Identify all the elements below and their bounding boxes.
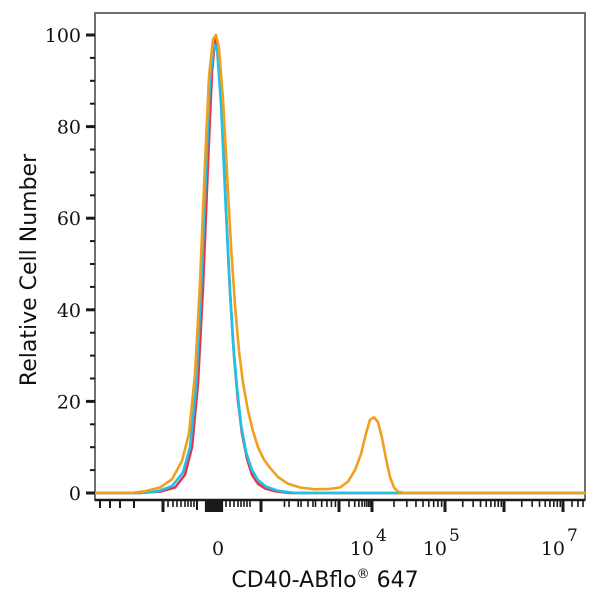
x-tick-exponent: 7 bbox=[567, 526, 578, 546]
x-axis-title: CD40-ABflo® 647 bbox=[231, 567, 418, 593]
y-tick-label: 100 bbox=[45, 25, 81, 47]
x-axis-title-tail: 647 bbox=[370, 568, 419, 593]
plot-frame bbox=[94, 12, 586, 502]
y-axis: 0 20 40 60 80 100 bbox=[45, 25, 95, 505]
y-tick-label: 80 bbox=[57, 117, 81, 139]
x-tick-label: 10 bbox=[541, 538, 565, 560]
x-tick-label: 0 bbox=[212, 538, 224, 560]
series-cyan-line bbox=[94, 42, 587, 495]
x-tick-exponent: 4 bbox=[376, 526, 387, 546]
y-tick-label: 0 bbox=[69, 483, 81, 505]
series-layer bbox=[94, 33, 587, 495]
x-tick-label: 10 bbox=[423, 538, 447, 560]
series-red-line bbox=[94, 38, 587, 495]
x-axis-title-sup: ® bbox=[357, 567, 370, 582]
y-tick-label: 60 bbox=[57, 208, 81, 230]
y-tick-label: 40 bbox=[57, 300, 81, 322]
x-tick-exponent: 5 bbox=[449, 526, 460, 546]
y-axis-title: Relative Cell Number bbox=[17, 153, 42, 386]
x-axis-title-main: CD40-ABflo bbox=[231, 568, 356, 593]
y-tick-label: 20 bbox=[57, 391, 81, 413]
series-orange-line bbox=[94, 33, 587, 495]
x-tick-label: 10 bbox=[350, 538, 374, 560]
